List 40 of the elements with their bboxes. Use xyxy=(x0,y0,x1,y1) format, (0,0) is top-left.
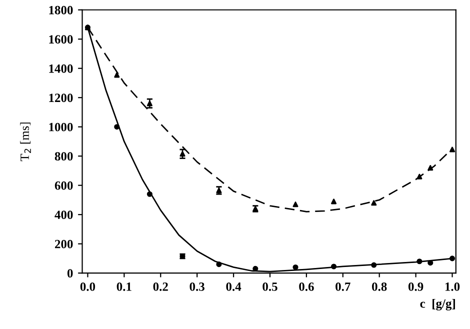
y-tick-label: 1400 xyxy=(49,64,73,73)
y-tick-label: 0 xyxy=(67,269,73,278)
y-tick-label: 200 xyxy=(55,240,73,248)
point xyxy=(292,202,298,208)
y-tick-label: 1000 xyxy=(49,122,73,132)
point xyxy=(416,174,422,180)
y-tick-label: 600 xyxy=(54,181,73,190)
point xyxy=(371,262,377,268)
point xyxy=(428,165,434,171)
y-axis-title: T$_{2}$ [ms] xyxy=(20,122,31,162)
y-tick-label: 800 xyxy=(54,152,73,161)
point xyxy=(146,191,152,197)
x-tick-label: 0.7 xyxy=(336,282,350,291)
point xyxy=(449,256,456,262)
x-tick-label: 0.3 xyxy=(190,282,204,291)
point xyxy=(331,264,337,270)
x-tick-label: 0.5 xyxy=(262,282,278,291)
point xyxy=(371,200,377,206)
point xyxy=(449,146,456,152)
point xyxy=(114,72,120,78)
x-tick-label: 0.9 xyxy=(408,282,424,291)
x-tick-label: 0.0 xyxy=(80,282,96,291)
y-tick-label: 1800 xyxy=(49,6,73,14)
x-tick-label: 0.1 xyxy=(116,282,132,291)
x-axis-title: c [g/g] xyxy=(420,298,455,310)
point xyxy=(146,100,152,106)
x-tick-label: 1.0 xyxy=(445,282,460,291)
point xyxy=(331,198,337,204)
y-tick-label: 400 xyxy=(54,210,73,220)
y-tick-label: 1200 xyxy=(49,94,73,102)
y-tick-label: 1600 xyxy=(49,35,73,44)
x-tick-label: 0.2 xyxy=(153,282,168,291)
x-tick-label: 0.4 xyxy=(226,282,242,291)
point xyxy=(292,264,298,270)
point xyxy=(114,124,120,130)
point xyxy=(416,258,422,264)
x-tick-label: 0.6 xyxy=(299,282,314,291)
x-tick-label: 0.8 xyxy=(372,282,387,291)
point xyxy=(428,260,434,266)
point xyxy=(216,262,222,268)
